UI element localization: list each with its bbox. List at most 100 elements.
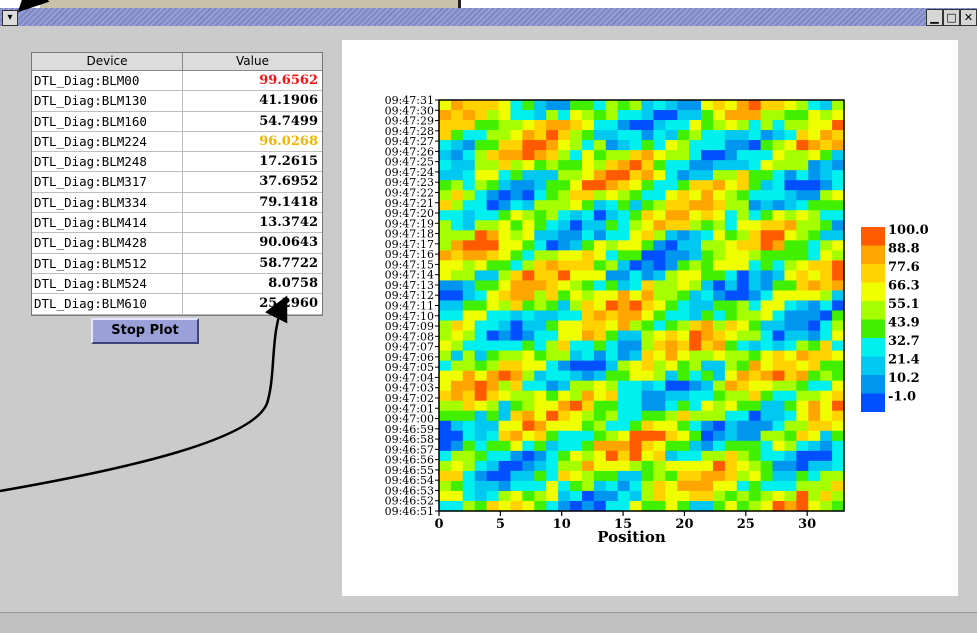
minimize-button[interactable]: ▁ bbox=[926, 9, 943, 26]
contour-cell bbox=[653, 210, 666, 221]
table-row[interactable]: DTL_Diag:BLM130 41.1906 bbox=[32, 91, 322, 112]
contour-cell bbox=[808, 480, 821, 492]
contour-cell bbox=[593, 240, 607, 251]
table-row[interactable]: DTL_Diag:BLM428 90.0643 bbox=[32, 233, 322, 254]
contour-cell bbox=[677, 320, 690, 332]
contour-cell bbox=[677, 310, 690, 322]
contour-cell bbox=[581, 100, 595, 111]
contour-cell bbox=[832, 150, 845, 161]
table-row[interactable]: DTL_Diag:BLM00 99.6562 bbox=[32, 71, 322, 92]
contour-cell bbox=[581, 500, 595, 512]
contour-cell bbox=[820, 440, 833, 452]
contour-cell bbox=[593, 400, 607, 412]
contour-cell bbox=[820, 110, 833, 121]
contour-cell bbox=[617, 330, 631, 342]
contour-cell bbox=[593, 220, 607, 231]
contour-cell bbox=[570, 150, 583, 161]
contour-cell bbox=[712, 470, 726, 482]
contour-cell bbox=[570, 280, 583, 292]
table-row[interactable]: DTL_Diag:BLM610 25.2960 bbox=[32, 294, 322, 315]
contour-cell bbox=[677, 140, 690, 151]
value-cell: 96.0268 bbox=[259, 133, 318, 149]
contour-cell bbox=[534, 290, 547, 302]
background-window-edge bbox=[40, 0, 460, 8]
maximize-button[interactable]: □ bbox=[943, 9, 960, 26]
contour-cell bbox=[534, 140, 547, 151]
contour-cell bbox=[570, 300, 583, 312]
table-row[interactable]: DTL_Diag:BLM334 79.1418 bbox=[32, 192, 322, 214]
contour-cell bbox=[581, 410, 595, 422]
contour-cell bbox=[724, 340, 738, 352]
contour-cell bbox=[474, 170, 488, 181]
contour-cell bbox=[462, 430, 476, 442]
contour-cell bbox=[534, 100, 547, 111]
contour-cell bbox=[724, 120, 738, 131]
contour-cell bbox=[558, 360, 571, 372]
contour-cell bbox=[641, 230, 655, 241]
contour-cell bbox=[510, 360, 523, 372]
contour-cell bbox=[510, 250, 523, 261]
table-row[interactable]: DTL_Diag:BLM224 96.0268 bbox=[32, 131, 322, 153]
table-row[interactable]: DTL_Diag:BLM414 13.3742 bbox=[32, 213, 322, 234]
contour-cell bbox=[617, 270, 631, 282]
contour-cell bbox=[653, 310, 666, 322]
contour-cell bbox=[736, 450, 750, 462]
contour-cell bbox=[570, 290, 583, 302]
contour-cell bbox=[558, 470, 571, 482]
column-header-device[interactable]: Device bbox=[32, 53, 183, 70]
contour-cell bbox=[546, 130, 559, 141]
contour-cell bbox=[629, 480, 643, 492]
contour-cell bbox=[629, 490, 643, 502]
table-row[interactable]: DTL_Diag:BLM160 54.7499 bbox=[32, 111, 322, 132]
contour-cell bbox=[689, 310, 702, 322]
contour-cell bbox=[689, 210, 702, 221]
contour-cell bbox=[510, 160, 523, 171]
table-row[interactable]: DTL_Diag:BLM524 8.0758 bbox=[32, 273, 322, 295]
contour-cell bbox=[832, 390, 845, 402]
contour-cell bbox=[486, 400, 500, 412]
contour-cell bbox=[474, 360, 488, 372]
contour-cell bbox=[581, 340, 595, 352]
contour-cell bbox=[486, 110, 500, 121]
chevron-down-icon[interactable]: ▾ bbox=[2, 10, 18, 26]
y-tick-label: 09:47:17 bbox=[385, 238, 434, 251]
contour-cell bbox=[546, 330, 559, 342]
value-cell: 25.2960 bbox=[259, 296, 318, 312]
close-button[interactable]: ✕ bbox=[960, 9, 977, 26]
contour-cell bbox=[772, 320, 786, 332]
contour-cell bbox=[808, 400, 821, 412]
contour-cell bbox=[498, 430, 512, 442]
contour-cell bbox=[689, 110, 702, 121]
contour-cell bbox=[701, 240, 714, 251]
contour-cell bbox=[701, 330, 714, 342]
contour-cell bbox=[689, 140, 702, 151]
contour-cell bbox=[439, 500, 452, 512]
contour-cell bbox=[677, 190, 690, 201]
table-row[interactable]: DTL_Diag:BLM248 17.2615 bbox=[32, 152, 322, 173]
contour-cell bbox=[474, 340, 488, 352]
contour-cell bbox=[617, 140, 631, 151]
contour-cell bbox=[772, 280, 786, 292]
contour-cell bbox=[558, 130, 571, 141]
contour-cell bbox=[617, 480, 631, 492]
contour-cell bbox=[712, 240, 726, 251]
contour-cell bbox=[784, 470, 797, 482]
contour-cell bbox=[593, 330, 607, 342]
contour-cell bbox=[832, 200, 845, 211]
contour-cell bbox=[748, 340, 762, 352]
table-row[interactable]: DTL_Diag:BLM317 37.6952 bbox=[32, 172, 322, 193]
device-cell: DTL_Diag:BLM160 bbox=[32, 111, 183, 131]
contour-cell bbox=[498, 490, 512, 502]
title-bar[interactable]: ▾ ▁ □ ✕ bbox=[0, 8, 977, 26]
contour-cell bbox=[784, 430, 797, 442]
contour-cell bbox=[439, 350, 452, 362]
contour-cell bbox=[558, 340, 571, 352]
contour-cell bbox=[450, 130, 464, 141]
table-row[interactable]: DTL_Diag:BLM512 58.7722 bbox=[32, 253, 322, 274]
column-header-value[interactable]: Value bbox=[236, 54, 269, 68]
contour-cell bbox=[558, 420, 571, 432]
stop-plot-button[interactable]: Stop Plot bbox=[91, 318, 199, 344]
contour-cell bbox=[593, 350, 607, 362]
contour-cell bbox=[760, 400, 774, 412]
contour-cell bbox=[534, 250, 547, 261]
